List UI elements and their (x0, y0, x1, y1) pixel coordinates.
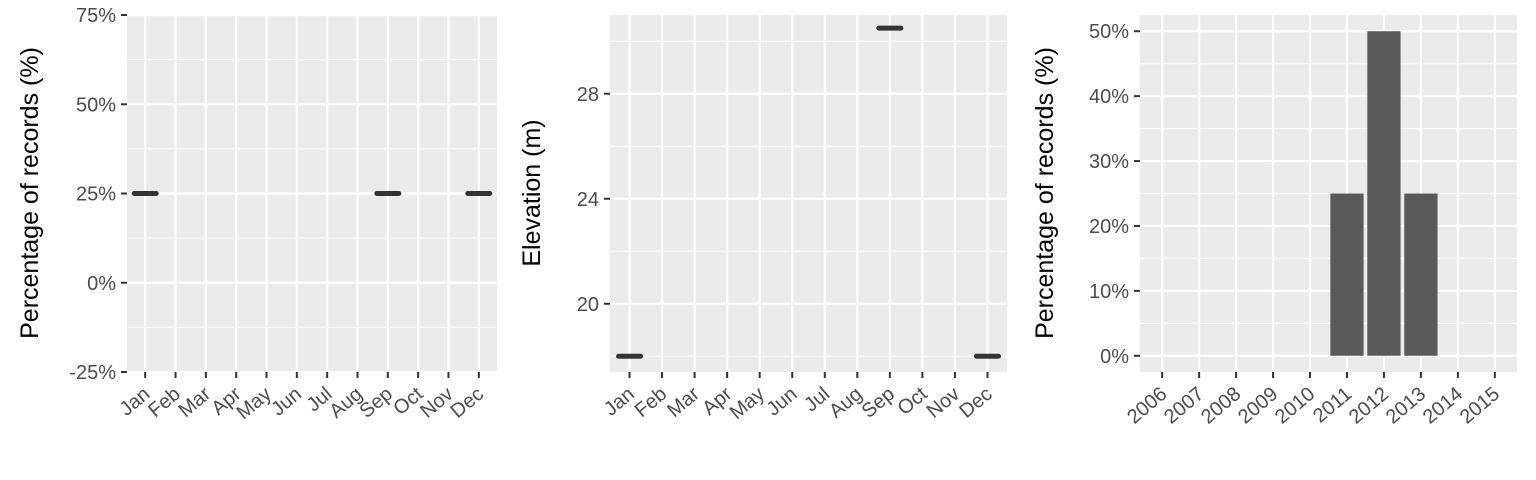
x-tick-label: 2012 (1345, 383, 1393, 428)
x-tick-label: 2011 (1309, 383, 1356, 428)
x-tick-label: Dec (447, 383, 488, 423)
chart-panel-month-elevation: 202428JanFebMarAprMayJunJulAugSepOctNovD… (518, 15, 1007, 424)
plot-background (610, 15, 1007, 372)
y-axis-title: Percentage of records (%) (16, 47, 44, 339)
x-tick-label: 2007 (1160, 383, 1208, 428)
chart-panel-month-percentage: -25%0%25%50%75%JanFebMarAprMayJunJulAugS… (16, 5, 497, 424)
y-tick-label: 50% (76, 94, 116, 116)
x-tick-label: 2014 (1419, 383, 1467, 428)
y-tick-label: 40% (1089, 86, 1129, 108)
y-tick-label: 28 (577, 84, 599, 106)
x-tick-label: 2009 (1234, 383, 1282, 428)
y-tick-label: 30% (1089, 151, 1129, 173)
y-tick-label: 20% (1089, 216, 1129, 238)
x-tick-label: 2006 (1123, 383, 1171, 428)
y-tick-label: 25% (76, 184, 116, 206)
chart-panel-year-percentage: 0%10%20%30%40%50%20062007200820092010201… (1031, 15, 1517, 428)
x-tick-label: Oct (894, 383, 932, 420)
x-tick-label: Jun (267, 383, 306, 421)
y-axis-title: Percentage of records (%) (1031, 47, 1059, 339)
y-tick-label: 75% (76, 5, 116, 27)
y-tick-label: 20 (577, 294, 599, 316)
y-tick-label: 0% (1100, 346, 1129, 368)
y-tick-label: 50% (1089, 21, 1129, 43)
x-tick-label: Jan (600, 383, 639, 421)
y-tick-label: -25% (69, 362, 116, 384)
y-tick-label: 10% (1089, 281, 1129, 303)
x-tick-label: 2008 (1197, 383, 1245, 428)
bar-2013 (1404, 193, 1438, 356)
bar-2012 (1367, 31, 1401, 356)
y-tick-label: 0% (87, 273, 116, 295)
x-tick-label: Dec (955, 383, 996, 423)
y-axis-title: Elevation (m) (518, 119, 546, 266)
x-tick-label: Jun (763, 383, 802, 421)
x-tick-label: 2013 (1382, 383, 1430, 428)
y-tick-label: 24 (577, 189, 599, 211)
x-tick-label: 2015 (1456, 383, 1504, 428)
bar-2011 (1330, 193, 1364, 356)
x-tick-label: 2010 (1271, 383, 1319, 428)
